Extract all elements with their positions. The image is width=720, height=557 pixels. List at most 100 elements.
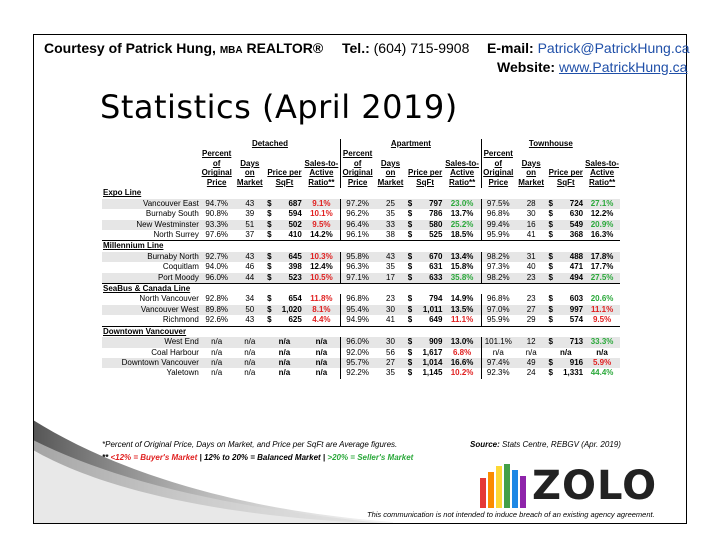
table-row: West End n/a n/a n/a n/a 96.0% 30 $909 13.0% 101.… <box>102 337 620 348</box>
ratio-cell: 9.5% <box>592 315 612 325</box>
value-cell: 40 <box>526 262 536 272</box>
zolo-logo-text: ZOLO <box>532 463 658 509</box>
dollar-sign: $ <box>548 198 553 208</box>
value-cell: 94.9% <box>340 315 375 327</box>
price-cell: $687 <box>266 198 303 210</box>
table-row: Vancouver West 89.8% 50 $1,020 8.1% 95.4% 30 $1… <box>102 304 620 316</box>
table-row: Burnaby North 92.7% 43 $645 10.3% 95.8% 43 $670… <box>102 251 620 263</box>
area-name: Downtown Vancouver <box>102 357 200 369</box>
value-cell: 96.8% <box>340 294 375 305</box>
price-value: 649 <box>429 315 443 325</box>
column-header: Percent of Original Price <box>340 149 375 189</box>
ratio-cell: n/a <box>302 337 341 348</box>
value-cell: n/a <box>233 337 267 348</box>
price-value: 1,617 <box>422 347 443 357</box>
price-wrap: $603 <box>548 294 583 304</box>
email-link[interactable]: Patrick@PatrickHung.ca <box>537 40 690 56</box>
price-cell: $630 <box>547 209 584 219</box>
tel-line: Tel.: (604) 715-9908 <box>342 40 469 56</box>
dollar-sign: $ <box>267 294 272 304</box>
legend-buyers: <12% = Buyer's Market <box>110 453 198 462</box>
ratio-cell: 44.4% <box>590 368 614 378</box>
value-cell: n/a <box>211 347 223 357</box>
group-header: Apartment <box>340 139 482 150</box>
group-header: Detached <box>251 139 288 148</box>
price-value: 687 <box>288 198 302 208</box>
value-cell: n/a <box>266 357 303 369</box>
price-value: 1,020 <box>281 304 302 314</box>
value-cell: 98.2% <box>480 251 515 263</box>
value-cell: 92.0% <box>340 347 375 358</box>
ratio-cell: 4.4% <box>312 315 331 325</box>
value-cell: n/a <box>211 368 223 378</box>
dollar-sign: $ <box>407 357 413 367</box>
price-value: 502 <box>288 219 302 229</box>
ratio-cell: 13.5% <box>443 304 482 316</box>
page-frame <box>33 34 687 524</box>
dollar-sign: $ <box>267 315 272 325</box>
column-header: Days on Market <box>236 158 263 187</box>
value-cell: 95.9% <box>480 230 515 241</box>
ratio-cell: 20.9% <box>584 219 620 231</box>
price-value: 645 <box>288 251 302 261</box>
price-value: 523 <box>288 272 302 282</box>
price-cell: $670 <box>406 251 444 263</box>
price-wrap: $1,011 <box>408 305 443 315</box>
price-value: 631 <box>429 262 443 272</box>
value-cell: 35 <box>386 368 395 378</box>
price-wrap: $574 <box>548 315 583 325</box>
dollar-sign: $ <box>548 251 553 261</box>
price-cell: $713 <box>547 337 585 348</box>
value-cell: 35 <box>386 209 395 219</box>
value-cell: 95.4% <box>340 304 375 316</box>
ratio-cell: 17.8% <box>584 251 620 263</box>
value-cell: 27 <box>374 357 407 369</box>
ratio-cell: 18.5% <box>450 230 474 240</box>
price-cell: $525 <box>407 230 444 241</box>
ratio-cell: 10.2% <box>450 368 474 378</box>
group-header-row: Detached Apartment Townhouse <box>102 139 620 150</box>
section-row: Millennium Line <box>102 240 620 252</box>
price-value: 1,011 <box>422 304 443 314</box>
table-row: Burnaby South 90.8% 39 $594 10.1% 96.2% 35 $786… <box>102 209 620 220</box>
website-link[interactable]: www.PatrickHung.ca <box>558 59 688 75</box>
price-wrap: $525 <box>408 230 443 240</box>
ratio-cell: 5.9% <box>584 357 620 369</box>
price-value: 797 <box>429 198 443 208</box>
price-value: 786 <box>429 209 443 219</box>
price-cell: $1,145 <box>407 368 444 378</box>
area-name: Burnaby North <box>102 251 200 263</box>
price-wrap: $786 <box>408 209 443 219</box>
dollar-sign: $ <box>407 209 413 219</box>
value-cell: 46 <box>245 262 255 272</box>
source-note: Source: Stats Centre, REBGV (Apr. 2019) <box>470 440 621 449</box>
email-line: E-mail: Patrick@PatrickHung.ca <box>487 40 690 56</box>
price-wrap: $471 <box>548 262 583 272</box>
dollar-sign: $ <box>407 304 413 314</box>
ratio-cell: 27.5% <box>584 272 620 284</box>
area-name: West End <box>102 337 200 348</box>
ratio-cell: 13.7% <box>450 209 474 219</box>
price-value: 471 <box>569 262 584 272</box>
value-cell: 96.8% <box>480 294 515 305</box>
value-cell: 92.6% <box>205 315 229 325</box>
price-value: 525 <box>429 230 443 240</box>
price-cell: $1,014 <box>406 357 444 369</box>
value-cell: 99.4% <box>480 219 515 231</box>
value-cell: n/a <box>560 347 572 357</box>
value-cell: 38 <box>386 230 395 240</box>
ratio-cell: 9.5% <box>302 219 341 231</box>
value-cell: 97.3% <box>480 262 515 273</box>
value-cell: 43 <box>245 315 255 325</box>
value-cell: 92.3% <box>480 368 515 379</box>
price-value: 410 <box>288 230 302 240</box>
legend-balanced: 12% to 20% = Balanced Market <box>203 453 321 462</box>
table-row: Coal Harbour n/a n/a n/a n/a 92.0% 56 $1,617 6.8… <box>102 347 620 358</box>
price-value: 724 <box>569 198 584 208</box>
dollar-sign: $ <box>548 219 553 229</box>
table-row: Downtown Vancouver n/a n/a n/a n/a 95.7% 27 $1,… <box>102 357 620 369</box>
price-cell: $649 <box>407 315 444 326</box>
price-wrap: $1,020 <box>267 305 302 315</box>
section-label: SeaBus & Canada Line <box>102 283 620 295</box>
price-wrap: $649 <box>408 315 443 325</box>
